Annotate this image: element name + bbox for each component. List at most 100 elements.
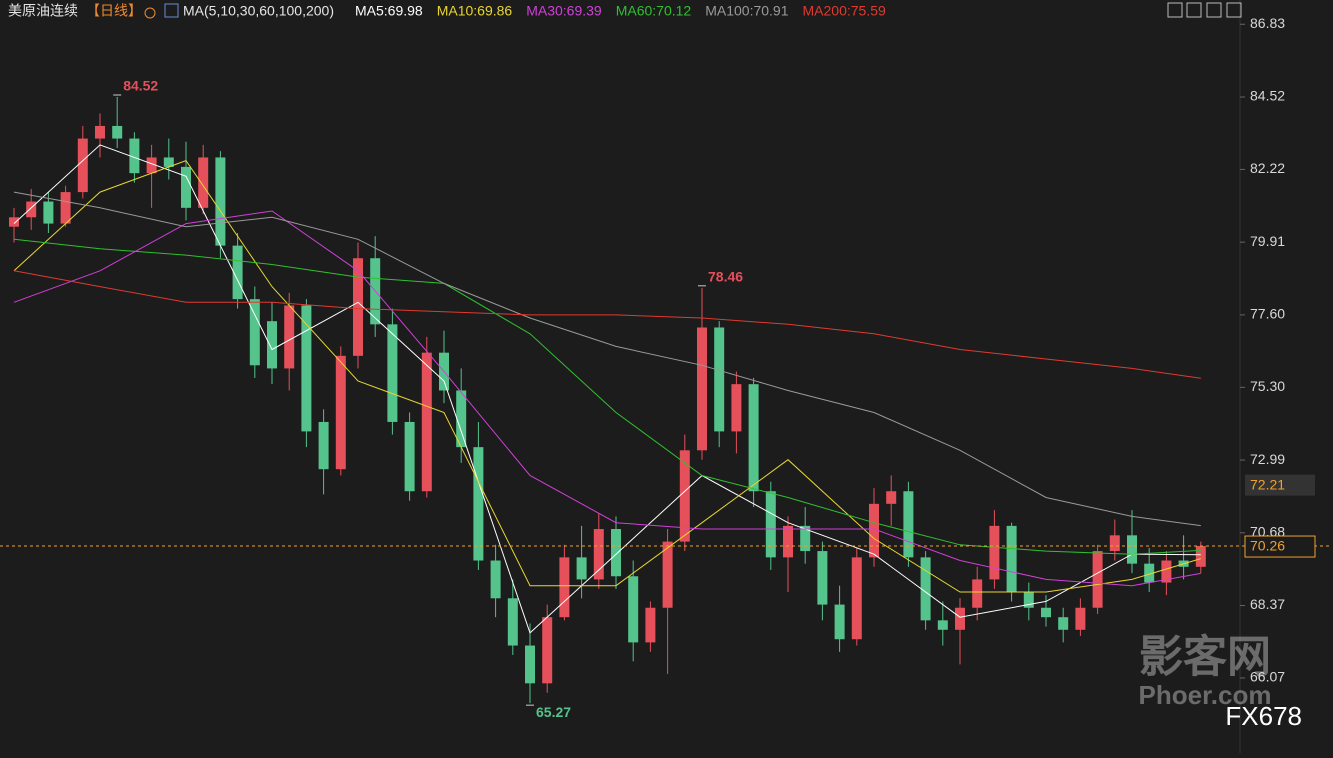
y-tick-label: 84.52 bbox=[1250, 88, 1285, 104]
tool-button[interactable] bbox=[1206, 2, 1222, 18]
candle-body bbox=[267, 321, 277, 369]
candle-body bbox=[645, 607, 656, 643]
candle-body bbox=[60, 192, 71, 224]
y-tick-label: 66.07 bbox=[1250, 669, 1285, 685]
candle-body bbox=[903, 491, 914, 558]
candle-body bbox=[869, 503, 879, 558]
candle-body bbox=[95, 125, 105, 139]
candle-body bbox=[9, 217, 19, 227]
y-tick-label: 86.83 bbox=[1250, 15, 1285, 31]
candle-body bbox=[404, 421, 415, 492]
candle-body bbox=[215, 157, 226, 246]
candle-body bbox=[473, 447, 484, 561]
candle-body bbox=[955, 607, 965, 630]
last-price-label: 70.26 bbox=[1250, 538, 1285, 554]
candle-body bbox=[765, 491, 776, 558]
candle-body bbox=[1041, 607, 1051, 618]
candle-body bbox=[834, 604, 845, 640]
legend-entry: MA60:70.12 bbox=[616, 3, 692, 19]
candle-body bbox=[1127, 535, 1137, 564]
tool-button[interactable] bbox=[1186, 2, 1202, 18]
candle-body bbox=[731, 384, 742, 432]
candle-body bbox=[611, 529, 621, 577]
indicator-label: MA(5,10,30,60,100,200) bbox=[183, 3, 334, 19]
candle-body bbox=[714, 327, 725, 432]
settings-icon[interactable] bbox=[144, 7, 156, 19]
candle-body bbox=[1109, 535, 1120, 552]
ma-line bbox=[13, 144, 1201, 634]
candle-body bbox=[456, 390, 467, 448]
y-tick-label: 72.99 bbox=[1250, 451, 1285, 467]
candle-body bbox=[129, 138, 140, 174]
toolbar bbox=[1167, 2, 1242, 18]
candle-body bbox=[851, 557, 862, 640]
candle-body bbox=[421, 352, 432, 492]
candle-body bbox=[593, 529, 604, 580]
candle-body bbox=[163, 157, 174, 167]
tool-button[interactable] bbox=[1167, 2, 1183, 18]
candle-body bbox=[353, 258, 363, 356]
period-label: 【日线】 bbox=[86, 3, 142, 19]
ma-line bbox=[13, 210, 1201, 587]
candle-body bbox=[525, 645, 535, 684]
y-tick-label: 75.30 bbox=[1250, 378, 1285, 394]
candle-body bbox=[1144, 563, 1155, 583]
candle-body bbox=[43, 201, 54, 224]
legend-entry: MA10:69.86 bbox=[437, 3, 513, 19]
candle-body bbox=[559, 557, 570, 618]
candle-body bbox=[662, 541, 673, 608]
candle-body bbox=[335, 355, 346, 470]
candle-body bbox=[249, 299, 260, 366]
candle-body bbox=[1075, 607, 1086, 630]
watermark: Phoer.com bbox=[1139, 680, 1272, 710]
watermark: FX678 bbox=[1225, 701, 1302, 731]
candle-body bbox=[284, 305, 295, 369]
candle-body bbox=[972, 579, 983, 608]
legend-entry: MA200:75.59 bbox=[803, 3, 886, 19]
candle-body bbox=[301, 305, 312, 432]
extreme-label: 78.46 bbox=[708, 269, 743, 285]
plot-area bbox=[0, 23, 1330, 706]
indicator-icon[interactable] bbox=[164, 3, 179, 18]
watermark: 影客网 bbox=[1139, 633, 1271, 682]
candle-body bbox=[1092, 551, 1103, 608]
candle-body bbox=[920, 557, 931, 621]
candle-body bbox=[989, 525, 1000, 580]
candle-body bbox=[1195, 546, 1206, 567]
candle-body bbox=[1023, 592, 1034, 608]
ma-line bbox=[13, 159, 1201, 593]
candle-body bbox=[112, 125, 123, 139]
tool-button[interactable] bbox=[1226, 2, 1242, 18]
ma-line bbox=[13, 191, 1201, 527]
candle-body bbox=[628, 576, 639, 643]
legend: MA5:69.98 MA10:69.86 MA30:69.39 MA60:70.12 M… bbox=[355, 3, 886, 19]
candle-body bbox=[181, 166, 191, 208]
candle-body bbox=[1058, 617, 1069, 630]
y-tick-label: 70.68 bbox=[1250, 524, 1285, 540]
extreme-label: 84.52 bbox=[123, 78, 158, 94]
y-tick-label: 68.37 bbox=[1250, 596, 1285, 612]
candle-body bbox=[886, 491, 897, 504]
candle-body bbox=[77, 138, 88, 193]
ma-line bbox=[13, 270, 1201, 379]
candle-body bbox=[817, 551, 828, 605]
marker-box bbox=[1245, 474, 1315, 496]
candle-body bbox=[318, 421, 329, 470]
candle-body bbox=[748, 384, 759, 492]
legend-entry: MA30:69.39 bbox=[526, 3, 602, 19]
candle-body bbox=[679, 450, 690, 542]
candle-body bbox=[26, 201, 37, 218]
legend-entry: MA100:70.91 bbox=[705, 3, 788, 19]
last-price-box bbox=[1244, 535, 1316, 558]
candle-body bbox=[937, 620, 948, 630]
candle-body bbox=[146, 157, 157, 174]
candle-body bbox=[576, 557, 587, 580]
candle-body bbox=[1161, 560, 1172, 583]
ma-line bbox=[13, 238, 1201, 555]
y-tick-label: 82.22 bbox=[1250, 160, 1285, 176]
candle-body bbox=[783, 525, 793, 558]
legend-entry: MA5:69.98 bbox=[355, 3, 423, 19]
